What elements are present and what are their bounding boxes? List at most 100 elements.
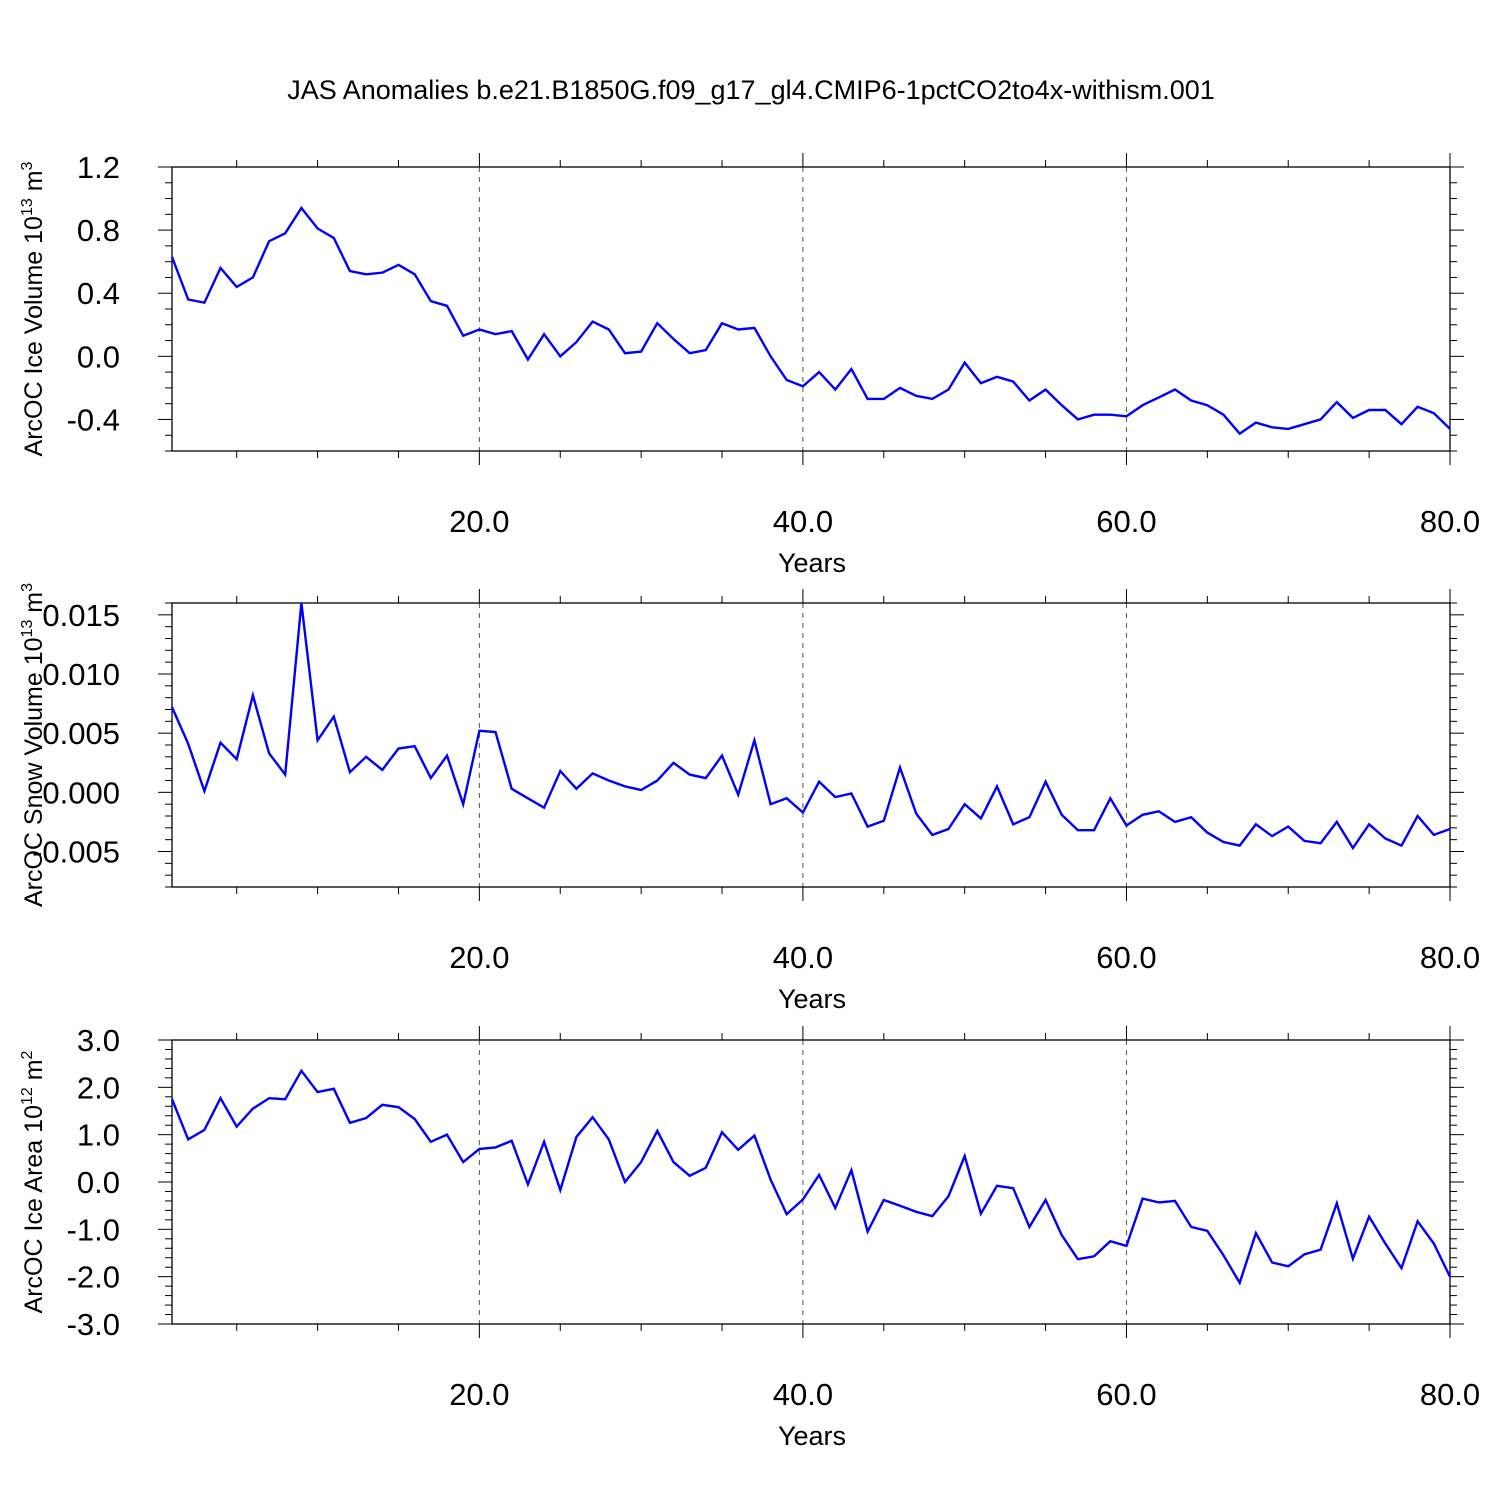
data-point <box>171 1098 173 1100</box>
data-point <box>430 1141 432 1143</box>
data-point <box>1077 1258 1079 1260</box>
data-point <box>316 739 319 741</box>
data-point <box>1271 835 1273 837</box>
data-point <box>915 1211 917 1213</box>
data-point <box>705 777 707 779</box>
data-point <box>1319 418 1322 421</box>
x-tick-label: 40.0 <box>773 940 833 975</box>
x-axis-label: Years <box>778 984 846 1014</box>
data-point <box>883 1199 885 1201</box>
data-point <box>300 207 303 209</box>
data-point <box>1239 844 1241 847</box>
data-point <box>1142 1197 1144 1200</box>
data-point <box>1319 1249 1322 1251</box>
data-point <box>608 779 610 782</box>
data-point <box>1433 1242 1435 1245</box>
series-line-snow-volume <box>170 602 1451 851</box>
x-tick-label: 40.0 <box>773 504 833 539</box>
data-point <box>1061 404 1063 406</box>
y-tick-label: 0.8 <box>77 213 120 248</box>
data-point <box>203 302 205 304</box>
data-point <box>1012 380 1014 383</box>
data-point <box>656 322 658 324</box>
data-point <box>575 788 578 790</box>
data-point <box>462 335 464 337</box>
y-axis-label: ArcOC Ice Area 1012 m2 <box>19 1050 48 1313</box>
data-point <box>592 321 594 323</box>
y-axis-label: ArcOC Ice Volume 1013 m3 <box>19 161 48 456</box>
data-point <box>527 358 529 361</box>
data-point <box>1093 414 1095 416</box>
data-point <box>1190 1226 1192 1228</box>
data-point <box>1077 418 1079 421</box>
data-point <box>931 1215 933 1217</box>
data-point <box>1158 396 1160 398</box>
data-point <box>1061 1234 1063 1236</box>
data-point <box>769 1179 772 1181</box>
data-point <box>802 1198 804 1201</box>
data-point <box>1158 810 1160 812</box>
data-point <box>1093 1255 1095 1257</box>
data-point <box>1368 409 1370 411</box>
data-point <box>786 379 788 381</box>
data-point <box>430 300 432 302</box>
data-point <box>430 777 432 779</box>
data-point <box>1255 823 1257 825</box>
data-point <box>511 1140 513 1142</box>
data-point <box>1303 423 1306 425</box>
data-point <box>608 328 610 331</box>
y-tick-label: 0.005 <box>42 716 120 751</box>
data-point <box>964 362 966 364</box>
y-tick-label: 3.0 <box>77 1023 120 1058</box>
data-point <box>543 807 545 809</box>
data-point <box>915 395 917 397</box>
data-point <box>397 1106 400 1108</box>
data-point <box>980 1213 982 1215</box>
data-point <box>1239 1282 1241 1284</box>
data-point <box>543 333 545 335</box>
data-point <box>268 1097 270 1099</box>
data-point <box>1142 404 1144 406</box>
data-point <box>252 276 254 279</box>
data-point <box>1142 814 1144 816</box>
data-point <box>867 1231 869 1233</box>
data-point <box>284 1098 286 1100</box>
data-point <box>802 811 804 814</box>
data-point <box>349 270 351 272</box>
data-point <box>559 355 561 357</box>
x-tick-label: 20.0 <box>449 504 509 539</box>
plot-frame <box>171 166 1451 452</box>
y-tick-label: 0.0 <box>77 1165 120 1200</box>
data-point <box>1336 401 1338 403</box>
data-point <box>349 1122 351 1124</box>
data-point <box>203 1129 205 1131</box>
data-point <box>592 772 594 775</box>
data-point <box>980 382 982 384</box>
data-point <box>236 286 238 288</box>
data-point <box>414 273 416 275</box>
data-point <box>689 352 691 354</box>
data-point <box>559 770 561 772</box>
data-point <box>203 790 205 792</box>
data-point <box>1417 815 1419 817</box>
data-point <box>575 341 578 343</box>
data-point <box>1433 412 1435 414</box>
data-point <box>1206 1230 1208 1232</box>
data-point <box>1012 823 1014 825</box>
data-point <box>1384 1242 1386 1245</box>
data-point <box>737 1149 739 1151</box>
data-point <box>1384 837 1386 840</box>
data-point <box>187 1138 189 1140</box>
data-point <box>899 387 901 389</box>
data-point <box>867 398 869 400</box>
y-tick-label: 2.0 <box>77 1070 120 1105</box>
data-point <box>1109 1240 1111 1242</box>
data-point <box>381 1104 383 1106</box>
data-point <box>252 694 254 696</box>
x-tick-label: 60.0 <box>1096 1377 1156 1412</box>
data-point <box>1125 824 1128 827</box>
series-line-ice-volume <box>170 205 1451 436</box>
data-point <box>494 333 497 335</box>
data-point <box>656 779 658 782</box>
x-axis-label: Years <box>778 548 846 578</box>
